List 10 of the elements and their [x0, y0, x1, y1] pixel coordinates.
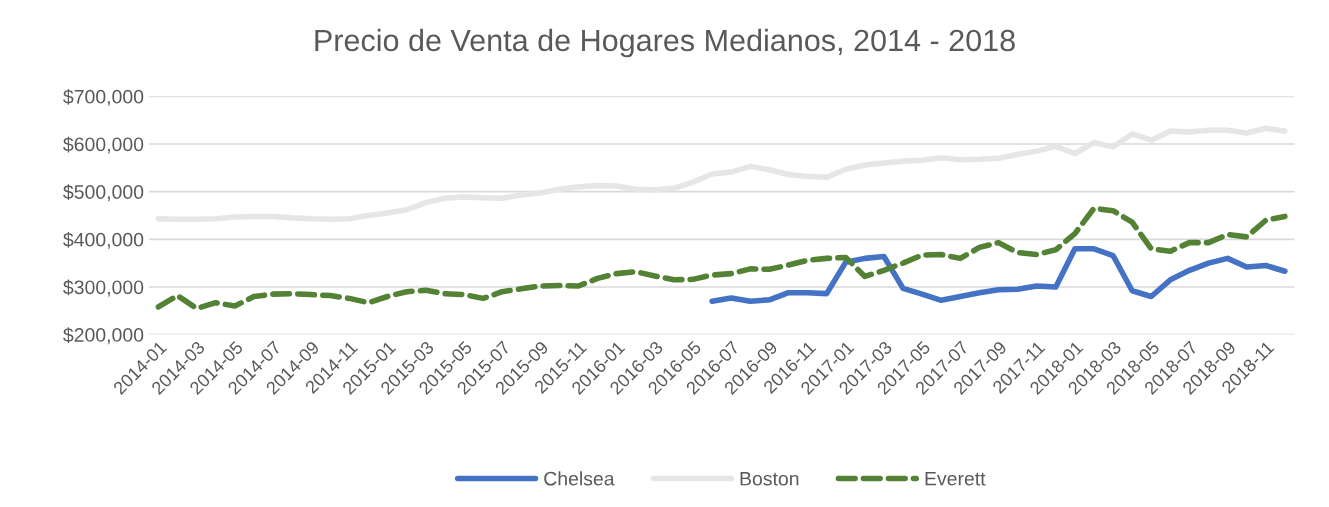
- y-tick-label: $300,000: [63, 279, 144, 297]
- y-tick-label: $500,000: [63, 184, 144, 202]
- y-tick-label: $600,000: [63, 136, 144, 154]
- legend-label: Everett: [925, 471, 986, 486]
- legend-label: Boston: [740, 471, 799, 486]
- y-tick-label: $400,000: [63, 231, 144, 249]
- chart-title: Precio de Venta de Hogares Medianos, 2014 - 2018: [315, 28, 1015, 58]
- y-tick-label: $700,000: [63, 88, 144, 106]
- y-tick-label: $200,000: [63, 327, 144, 345]
- legend-label: Chelsea: [544, 471, 615, 486]
